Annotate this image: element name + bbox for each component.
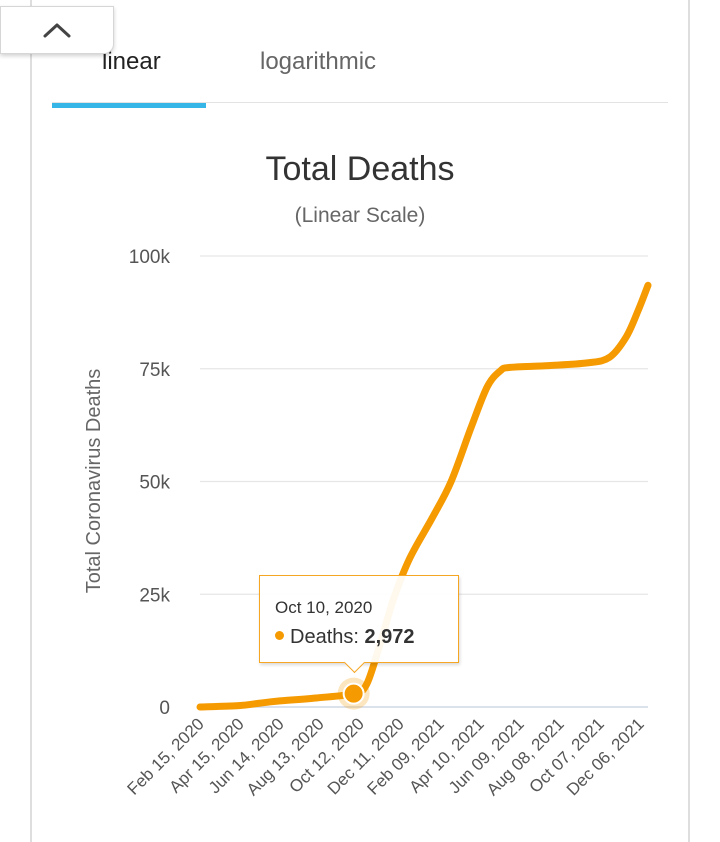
collapse-button[interactable] [0, 6, 114, 54]
tab-linear[interactable]: linear [102, 48, 161, 75]
scale-tabs: linear logarithmic [52, 40, 668, 108]
y-axis-title: Total Coronavirus Deaths [83, 369, 105, 594]
tooltip-row: Deaths: 2,972 [275, 626, 415, 649]
y-tick-label: 100k [129, 247, 171, 268]
y-tick-label: 25k [139, 585, 170, 606]
y-tick-label: 75k [139, 360, 170, 381]
data-tooltip: Oct 10, 2020 Deaths: 2,972 [259, 575, 459, 663]
active-tab-indicator [52, 103, 206, 108]
chart-title: Total Deaths [265, 150, 455, 188]
series-dot-icon [275, 631, 284, 640]
tooltip-date: Oct 10, 2020 [275, 598, 373, 617]
y-tick-label: 0 [159, 698, 170, 719]
chevron-up-icon [43, 23, 71, 38]
y-tick-label: 50k [139, 473, 170, 494]
tooltip-label: Deaths: [290, 626, 359, 648]
chart-subtitle: (Linear Scale) [294, 204, 426, 227]
tab-logarithmic[interactable]: logarithmic [260, 48, 377, 75]
highlight-point [342, 682, 365, 705]
tabs-divider [52, 102, 668, 103]
tooltip-value: 2,972 [364, 626, 415, 648]
series-line-deaths [196, 281, 652, 711]
